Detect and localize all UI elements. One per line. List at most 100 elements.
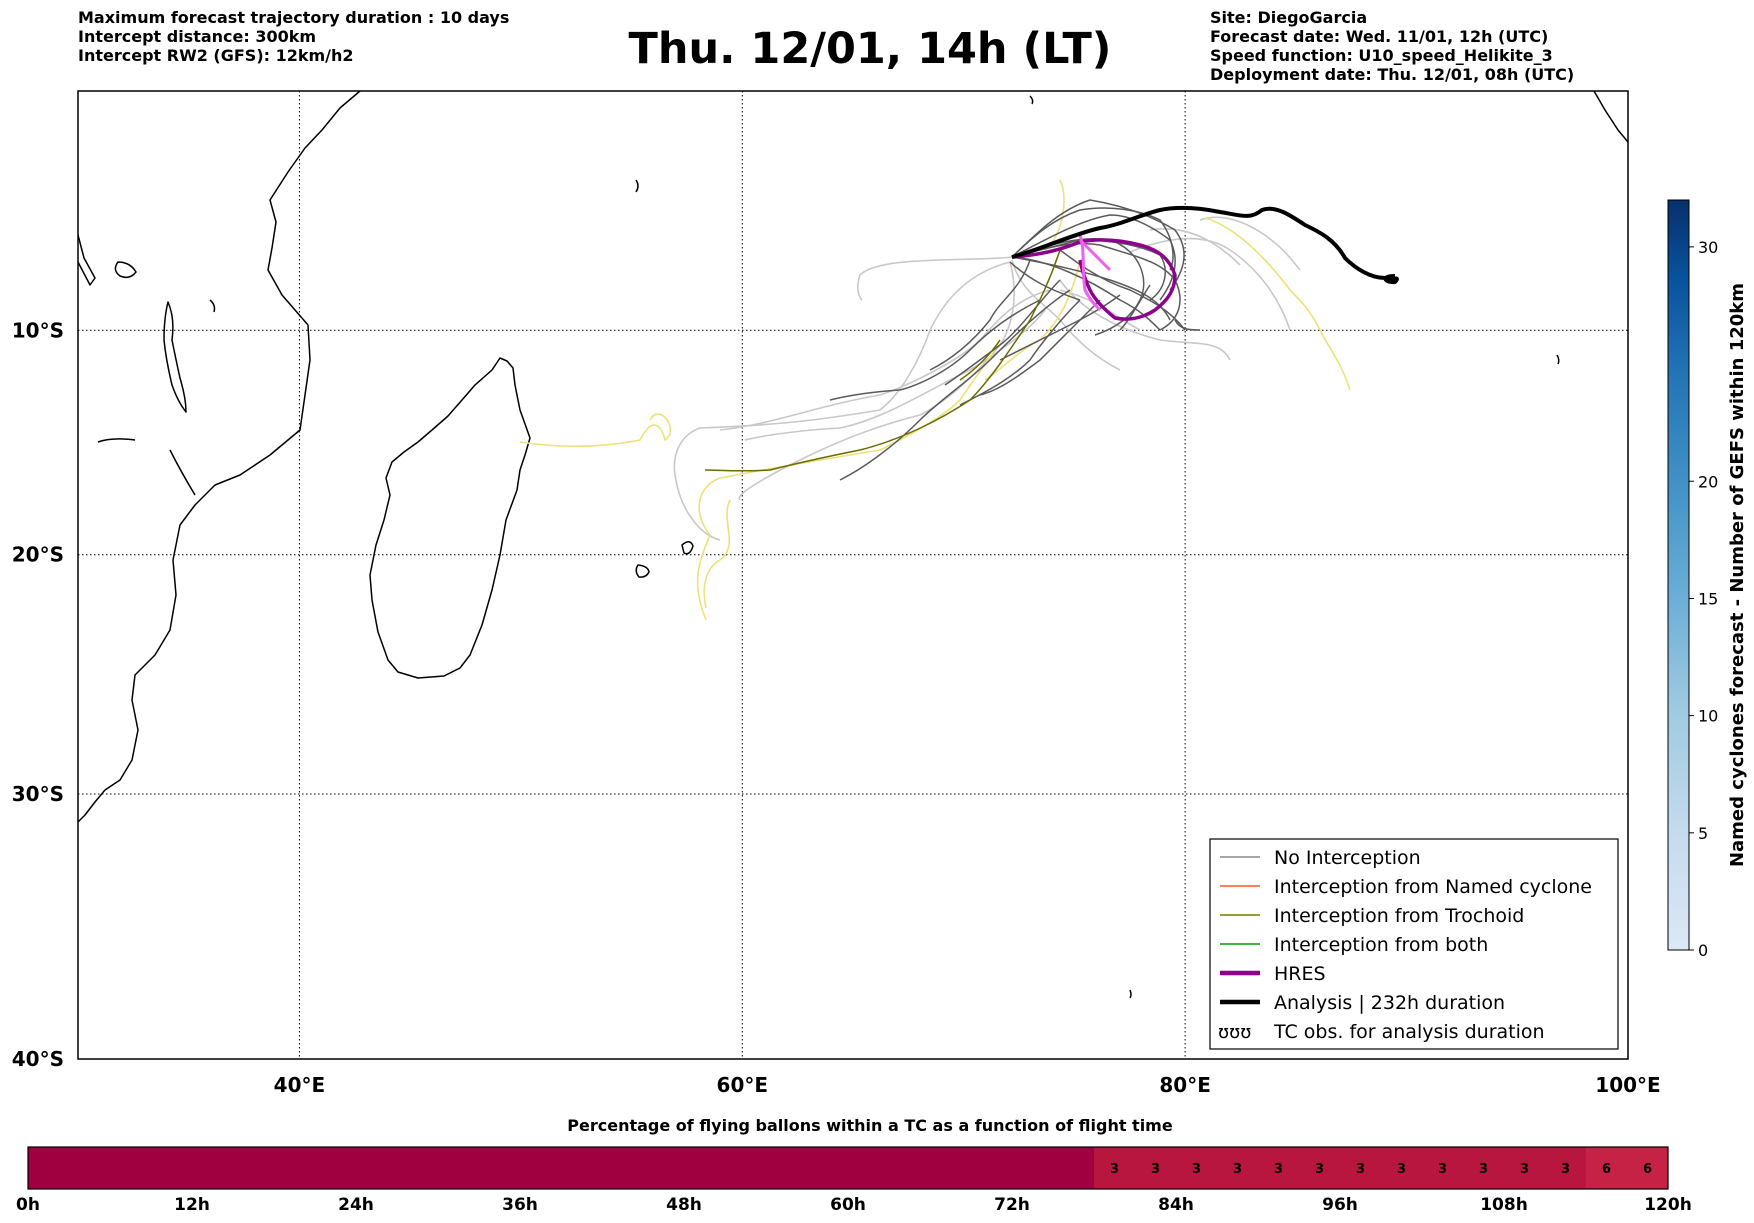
param-line: Intercept RW2 (GFS): 12km/h2 [78, 46, 354, 65]
hres-trajectory [1011, 234, 1177, 321]
forecast-parameters: Maximum forecast trajectory duration : 1… [78, 8, 509, 65]
colorbar-tick-label: 5 [1698, 824, 1708, 843]
flight-time-cell-value: 3 [1438, 1162, 1447, 1177]
sumatra-edge [1593, 91, 1628, 143]
param-line: Intercept distance: 300km [78, 27, 317, 46]
flight-time-cell [1586, 1147, 1627, 1189]
legend: No Interception Interception from Named c… [1209, 838, 1619, 1050]
legend-label: HRES [1274, 963, 1326, 985]
lat-tick-label: 30°S [12, 782, 64, 806]
lon-tick-label: 40°E [274, 1073, 326, 1097]
flight-time-cell [1545, 1147, 1586, 1189]
flight-time-cell-value: 6 [1643, 1162, 1652, 1177]
flight-time-cell [28, 1147, 1094, 1189]
tc-symbol-icon: ʊʊʊ [1218, 1022, 1251, 1043]
flight-time-tick-label: 60h [830, 1195, 866, 1215]
flight-time-cell [1258, 1147, 1299, 1189]
legend-label: TC obs. for analysis duration [1273, 1021, 1545, 1043]
flight-time-bar: 3 3 3 3 3 3 3 3 3 3 3 3 6 6 0h 12h 24h 36h 48h 60h 72h 84h 96… [16, 1146, 1692, 1215]
chagos-1 [1556, 354, 1560, 365]
flight-time-cell [1299, 1147, 1340, 1189]
coastline-fragment-3 [1129, 989, 1132, 999]
flight-time-tick-label: 72h [994, 1195, 1030, 1215]
flight-time-cell [1504, 1147, 1545, 1189]
flight-time-tick-label: 84h [1158, 1195, 1194, 1215]
flight-time-cell [1463, 1147, 1504, 1189]
flight-time-tick-label: 48h [666, 1195, 702, 1215]
legend-label: Interception from both [1274, 934, 1488, 956]
flight-time-cell [1176, 1147, 1217, 1189]
colorbar-gradient [1667, 199, 1690, 951]
legend-label: Interception from Trochoid [1274, 905, 1524, 927]
legend-label: No Interception [1274, 847, 1421, 869]
flight-time-cell-value: 3 [1520, 1162, 1529, 1177]
flight-time-cell [1340, 1147, 1381, 1189]
flight-time-tick-label: 12h [174, 1195, 210, 1215]
flight-time-cell-value: 3 [1151, 1162, 1160, 1177]
colorbar-tick-label: 30 [1698, 238, 1718, 257]
colorbar-right: 0 5 10 15 20 30 Named cyclones forecast - Num… [1667, 199, 1748, 960]
param-line: Maximum forecast trajectory duration : 1… [78, 8, 510, 27]
coastline-fragment-1 [169, 449, 196, 496]
site-info: Site: DiegoGarcia Forecast date: Wed. 11… [1210, 8, 1574, 84]
lon-tick-label: 100°E [1595, 1073, 1660, 1097]
gridlines [78, 91, 1628, 1059]
info-line: Speed function: U10_speed_Helikite_3 [1210, 46, 1553, 65]
mauritius [635, 564, 650, 578]
legend-label: Interception from Named cyclone [1274, 876, 1592, 898]
flight-time-cell-value: 3 [1110, 1162, 1119, 1177]
flight-time-cell [1135, 1147, 1176, 1189]
info-line: Deployment date: Thu. 12/01, 08h (UTC) [1210, 65, 1575, 84]
flight-time-cell [1381, 1147, 1422, 1189]
flight-time-cell-value: 3 [1561, 1162, 1570, 1177]
trajectories-trochoid [704, 249, 1061, 472]
info-line: Forecast date: Wed. 11/01, 12h (UTC) [1210, 27, 1549, 46]
somalia-coast [78, 234, 96, 286]
lake-malawi [163, 301, 187, 413]
flight-time-cell-value: 3 [1192, 1162, 1201, 1177]
lat-tick-label: 10°S [12, 318, 64, 342]
colorbar-tick-label: 20 [1698, 472, 1718, 491]
flight-time-cell-value: 3 [1274, 1162, 1283, 1177]
flight-time-cell [1094, 1147, 1135, 1189]
colorbar-tick-label: 10 [1698, 707, 1718, 726]
comoros [209, 299, 216, 313]
flight-time-cell-value: 3 [1233, 1162, 1242, 1177]
axis-labels: 40°E 60°E 80°E 100°E 10°S 20°S 30°S 40°S [12, 318, 1661, 1097]
seychelles-1 [635, 179, 639, 193]
madagascar-coastline [369, 357, 531, 679]
legend-box [1209, 838, 1619, 1050]
flight-time-tick-label: 36h [502, 1195, 538, 1215]
trajectories-no-interception-light [673, 216, 1301, 541]
analysis-trajectory [1011, 205, 1399, 285]
coastlines [78, 91, 1628, 999]
reunion [681, 541, 694, 555]
lat-tick-label: 20°S [12, 543, 64, 567]
coastline-fragment-2 [1029, 95, 1034, 105]
info-line: Site: DiegoGarcia [1210, 8, 1368, 27]
colorbar-tick-label: 15 [1698, 589, 1718, 608]
legend-label: Analysis | 232h duration [1274, 992, 1505, 1014]
lon-tick-label: 80°E [1159, 1073, 1211, 1097]
flight-time-cell-value: 3 [1397, 1162, 1406, 1177]
flight-time-cell-value: 3 [1479, 1162, 1488, 1177]
flight-time-cell-value: 3 [1356, 1162, 1365, 1177]
flight-time-cell [1627, 1147, 1668, 1189]
flight-time-cell-value: 3 [1315, 1162, 1324, 1177]
flight-time-bar-title: Percentage of flying ballons within a TC… [567, 1116, 1173, 1135]
map-border [77, 90, 1629, 1060]
lon-tick-label: 60°E [717, 1073, 769, 1097]
lat-tick-label: 40°S [12, 1047, 64, 1071]
colorbar-label: Named cyclones forecast - Number of GEFS… [1727, 283, 1748, 867]
flight-time-tick-label: 96h [1322, 1195, 1358, 1215]
flight-time-tick-label: 120h [1644, 1195, 1692, 1215]
figure-title: Thu. 12/01, 14h (LT) [628, 24, 1112, 74]
flight-time-cell [1217, 1147, 1258, 1189]
flight-time-cell [1422, 1147, 1463, 1189]
colorbar-tick-label: 0 [1698, 941, 1708, 960]
africa-coastline [78, 91, 361, 823]
flight-time-tick-label: 24h [338, 1195, 374, 1215]
flight-time-cell-value: 6 [1602, 1162, 1611, 1177]
lake-kariba [97, 438, 136, 443]
